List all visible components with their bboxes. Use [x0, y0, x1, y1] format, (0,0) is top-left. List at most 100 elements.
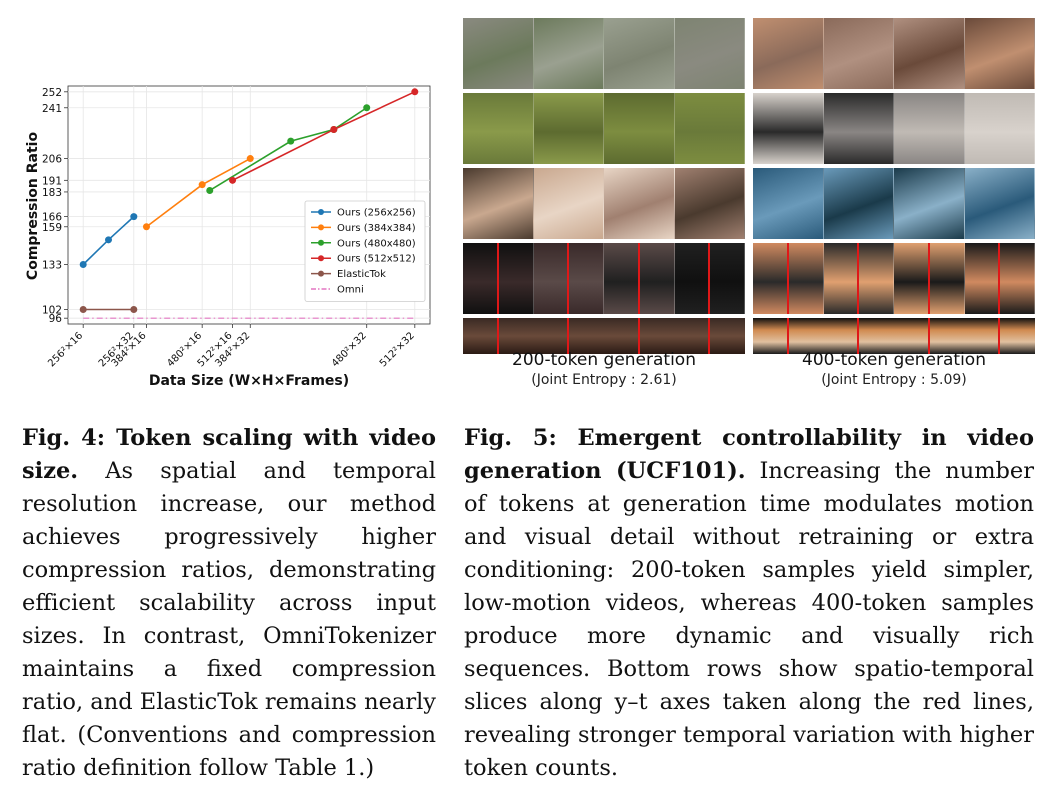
- data-point: [105, 236, 113, 244]
- generation-400-frames: [753, 18, 1035, 354]
- video-frame: [674, 168, 745, 239]
- data-point: [206, 186, 214, 194]
- data-point: [411, 88, 419, 96]
- y-axis-label: Compression Ratio: [25, 132, 41, 281]
- frame-strip: [463, 18, 745, 89]
- video-frame: [823, 168, 894, 239]
- data-point: [229, 176, 237, 184]
- slice-line-marker: [637, 318, 640, 354]
- video-frame: [674, 18, 745, 89]
- video-frame: [604, 18, 675, 89]
- y-tick-label: 252: [42, 87, 62, 99]
- slice-line-marker: [708, 243, 711, 314]
- legend-label: Omni: [337, 285, 364, 296]
- slice-line-marker: [496, 243, 499, 314]
- data-point: [79, 305, 87, 313]
- slice-line-marker: [998, 318, 1001, 354]
- video-frame: [753, 168, 824, 239]
- y-tick-label: 96: [49, 313, 63, 325]
- data-point: [142, 223, 150, 231]
- y-tick-label: 206: [42, 154, 62, 166]
- video-frame: [894, 18, 965, 89]
- y-tick-label: 183: [42, 187, 62, 199]
- spatio-temporal-slice: [753, 318, 1035, 354]
- series-lines: [79, 88, 419, 319]
- legend-marker: [318, 255, 324, 262]
- data-point: [363, 104, 371, 112]
- y-tick-label: 102: [42, 304, 62, 316]
- figure-5-caption: Fig. 5: Emergent controllability in vide…: [464, 422, 1034, 785]
- legend-box: [304, 200, 426, 302]
- x-tick-label: 256²×16: [46, 330, 85, 369]
- left-entropy-label: (Joint Entropy : 2.61): [531, 372, 677, 388]
- slice-line-marker: [857, 318, 860, 354]
- y-tick-label: 166: [42, 212, 62, 224]
- y-tick-label: 191: [42, 175, 62, 187]
- legend-label: Ours (512x512): [337, 254, 416, 265]
- data-point: [287, 137, 295, 145]
- left-generation-label: 200-token generation: [512, 350, 696, 370]
- x-axis-label: Data Size (W×H×Frames): [149, 373, 349, 389]
- slice-line-marker: [708, 318, 711, 354]
- video-frame: [533, 93, 604, 164]
- x-tick-label: 512²×32: [378, 330, 417, 369]
- video-frame: [894, 93, 965, 164]
- slice-line-marker: [637, 243, 640, 314]
- data-point: [330, 126, 338, 134]
- data-point: [198, 181, 206, 189]
- right-generation-label: 400-token generation: [802, 350, 986, 370]
- video-frame: [533, 168, 604, 239]
- video-frame: [823, 18, 894, 89]
- video-frame: [753, 93, 824, 164]
- video-frame: [674, 93, 745, 164]
- legend-label: Ours (480x480): [337, 238, 416, 249]
- x-tick-label: 480²×32: [330, 330, 369, 369]
- video-frame: [964, 93, 1035, 164]
- y-tick-label: 159: [42, 222, 62, 234]
- frame-strip: [753, 18, 1035, 89]
- frame-strip: [753, 243, 1035, 314]
- figure-4-caption-lead: Fig. 4: Token scaling with video size.: [22, 425, 436, 484]
- data-point: [130, 213, 138, 221]
- video-frame: [463, 168, 534, 239]
- video-frame: [823, 93, 894, 164]
- right-entropy-label: (Joint Entropy : 5.09): [821, 372, 967, 388]
- data-point: [79, 261, 87, 268]
- legend-label: Ours (384x384): [337, 223, 416, 234]
- video-frame: [604, 93, 675, 164]
- figure-5-caption-lead: Fig. 5: Emergent controllability in vide…: [464, 425, 1034, 484]
- slice-line-marker: [786, 243, 789, 314]
- series-line: [209, 107, 368, 192]
- frame-strip: [753, 93, 1035, 164]
- slice-line-marker: [567, 318, 570, 354]
- figure-4-caption-body: As spatial and temporal resolution incre…: [22, 458, 436, 781]
- video-frame: [463, 93, 534, 164]
- legend-label: ElasticTok: [337, 269, 386, 280]
- slice-line-marker: [496, 318, 499, 354]
- slice-line-marker: [927, 243, 930, 314]
- legend: Ours (256x256) Ours (384x384) Ours (480x48…: [304, 200, 426, 302]
- video-frame: [964, 168, 1035, 239]
- video-frame: [894, 168, 965, 239]
- legend-label: Ours (256x256): [337, 208, 416, 219]
- video-frame: [604, 168, 675, 239]
- video-frame: [753, 18, 824, 89]
- frame-strip: [463, 93, 745, 164]
- data-point: [130, 305, 138, 313]
- slice-line-marker: [857, 243, 860, 314]
- legend-marker: [318, 270, 324, 277]
- video-frame: [533, 18, 604, 89]
- slice-line-marker: [998, 243, 1001, 314]
- figure-5-caption-body: Increasing the number of tokens at gener…: [464, 458, 1035, 781]
- slice-line-marker: [786, 318, 789, 354]
- figure-4-caption: Fig. 4: Token scaling with video size. A…: [22, 422, 436, 785]
- y-tick-label: 241: [42, 103, 62, 115]
- video-frame: [964, 18, 1035, 89]
- y-tick-label: 133: [42, 260, 62, 272]
- frame-strip: [463, 168, 745, 239]
- frame-strip: [753, 168, 1035, 239]
- legend-marker: [318, 239, 324, 246]
